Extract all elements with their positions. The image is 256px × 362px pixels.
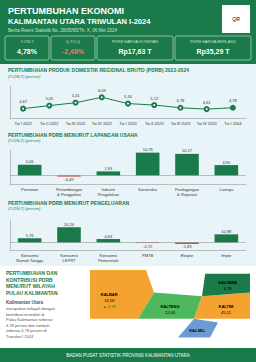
svg-text:PERTUMBUHAN DAN: PERTUMBUHAN DAN xyxy=(6,270,58,276)
svg-text:Lainnya: Lainnya xyxy=(219,187,234,192)
svg-text:Tw III 2023: Tw III 2023 xyxy=(171,121,191,126)
svg-text:sebesar 4,78 persen di: sebesar 4,78 persen di xyxy=(6,328,47,333)
svg-text:PULAU KALIMANTAN: PULAU KALIMANTAN xyxy=(6,290,58,296)
svg-text:Rp35,29 T: Rp35,29 T xyxy=(196,48,230,56)
svg-text:PMTB: PMTB xyxy=(142,253,153,258)
svg-text:kontribusi terendah di: kontribusi terendah di xyxy=(6,312,44,317)
svg-text:Impor: Impor xyxy=(221,253,232,258)
svg-text:LKPRT: LKPRT xyxy=(63,258,76,263)
svg-text:Tw II 2023: Tw II 2023 xyxy=(145,121,164,126)
svg-text:Industri: Industri xyxy=(101,187,115,192)
svg-text:Perdagangan: Perdagangan xyxy=(175,187,199,192)
svg-text:PDRB HARGA BERLAKU: PDRB HARGA BERLAKU xyxy=(190,39,236,44)
svg-text:10,76: 10,76 xyxy=(143,147,154,152)
svg-text:Tw I 2024: Tw I 2024 xyxy=(224,121,242,126)
svg-text:4,78: 4,78 xyxy=(177,98,186,103)
svg-text:KALSEL: KALSEL xyxy=(189,328,206,333)
svg-text:Ekspor: Ekspor xyxy=(181,253,194,258)
svg-text:PERTUMBUHAN EKONOMI: PERTUMBUHAN EKONOMI xyxy=(8,6,124,16)
svg-text:Konsumsi: Konsumsi xyxy=(99,253,118,258)
svg-text:KALTENG: KALTENG xyxy=(160,304,179,309)
svg-text:Triwulan I 2024: Triwulan I 2024 xyxy=(6,334,34,339)
svg-text:KALBAR: KALBAR xyxy=(101,292,118,297)
svg-text:▲ 4,98: ▲ 4,98 xyxy=(103,304,117,309)
svg-text:PERTUMBUHAN PRODUK DOMESTIK RE: PERTUMBUHAN PRODUK DOMESTIK REGIONAL BRU… xyxy=(8,67,189,73)
svg-text:4,61: 4,61 xyxy=(203,100,212,105)
svg-text:4,78 persen dan tumbuh: 4,78 persen dan tumbuh xyxy=(6,323,49,328)
svg-text:KALIMANTAN UTARA TRIWULAN I-20: KALIMANTAN UTARA TRIWULAN I-2024 xyxy=(8,17,151,26)
svg-text:Tw I 2023: Tw I 2023 xyxy=(119,121,137,126)
svg-text:PERTUMBUHAN PDRB MENURUT PENGE: PERTUMBUHAN PDRB MENURUT PENGELUARAN xyxy=(8,200,130,207)
svg-text:KALTIM: KALTIM xyxy=(219,304,234,309)
svg-text:16,58: 16,58 xyxy=(104,298,115,303)
svg-text:Pertanian: Pertanian xyxy=(21,187,38,192)
svg-text:4,78%: 4,78% xyxy=(17,48,38,56)
svg-text:Pulau Kalimantan sebesar: Pulau Kalimantan sebesar xyxy=(6,317,53,322)
svg-text:4,63: 4,63 xyxy=(104,234,113,239)
svg-text:Y-ON-Y: Y-ON-Y xyxy=(20,39,34,44)
svg-text:10,88: 10,88 xyxy=(221,229,232,234)
svg-text:-0,72: -0,72 xyxy=(143,244,153,249)
svg-text:KONTRIBUSI PDRB: KONTRIBUSI PDRB xyxy=(6,277,53,283)
svg-text:4,90: 4,90 xyxy=(222,160,231,165)
svg-text:Tw IV 2022: Tw IV 2022 xyxy=(92,121,113,126)
svg-text:-2,48%: -2,48% xyxy=(62,48,85,56)
svg-text:Tw II 2022: Tw II 2022 xyxy=(40,121,59,126)
svg-text:Rp17,63 T: Rp17,63 T xyxy=(118,48,152,56)
svg-text:5,30: 5,30 xyxy=(124,94,133,99)
svg-text:-1,83: -1,83 xyxy=(182,244,192,249)
svg-text:6,09: 6,09 xyxy=(98,88,107,93)
svg-text:4,67: 4,67 xyxy=(19,99,28,104)
svg-text:PDRB HARGA KONSTAN: PDRB HARGA KONSTAN xyxy=(112,39,158,44)
svg-text:Pengolahan: Pengolahan xyxy=(98,192,119,197)
svg-text:Pemerintah: Pemerintah xyxy=(98,258,118,263)
svg-text:Pertambangan: Pertambangan xyxy=(55,187,83,192)
svg-text:-0,49: -0,49 xyxy=(64,177,74,182)
svg-text:Q-TO-Q: Q-TO-Q xyxy=(66,39,80,44)
svg-text:BADAN PUSAT STATISTIK PROVINSI: BADAN PUSAT STATISTIK PROVINSI KALIMANTA… xyxy=(66,353,189,358)
svg-text:PERTUMBUHAN PDRB MENURUT LAPAN: PERTUMBUHAN PDRB MENURUT LAPANGAN USAHA xyxy=(8,132,138,139)
svg-text:5,76: 5,76 xyxy=(26,233,35,238)
svg-text:Rumah Tangga: Rumah Tangga xyxy=(16,258,44,263)
svg-text:(Y-ON-Y) (persen): (Y-ON-Y) (persen) xyxy=(8,138,41,143)
svg-text:Konstruksi: Konstruksi xyxy=(138,187,157,192)
svg-text:5,05: 5,05 xyxy=(45,96,54,101)
svg-text:45,12: 45,12 xyxy=(221,310,232,315)
svg-text:Kalimantan Utara: Kalimantan Utara xyxy=(6,300,44,305)
svg-text:20,24: 20,24 xyxy=(64,222,75,227)
svg-text:KALTARA: KALTARA xyxy=(218,280,237,285)
svg-text:5,41: 5,41 xyxy=(72,93,81,98)
svg-text:5,06: 5,06 xyxy=(26,159,35,164)
svg-text:MENURUT WILAYAH: MENURUT WILAYAH xyxy=(6,283,55,289)
svg-text:4,78: 4,78 xyxy=(229,98,238,103)
svg-text:5,12: 5,12 xyxy=(150,96,159,101)
svg-text:1,93: 1,93 xyxy=(104,166,113,171)
svg-text:4,78: 4,78 xyxy=(224,286,233,291)
svg-text:Tw III 2022: Tw III 2022 xyxy=(66,121,86,126)
svg-text:10,17: 10,17 xyxy=(182,148,193,153)
svg-text:Konsumsi: Konsumsi xyxy=(60,253,78,258)
svg-text:Tw IV 2023: Tw IV 2023 xyxy=(197,121,218,126)
svg-text:Konsumsi: Konsumsi xyxy=(20,253,39,258)
svg-text:merupakan wilayah dengan: merupakan wilayah dengan xyxy=(6,306,55,311)
svg-text:& Penggalian: & Penggalian xyxy=(57,192,81,197)
svg-text:(Y-ON-Y) (persen): (Y-ON-Y) (persen) xyxy=(8,74,41,79)
svg-text:12,08: 12,08 xyxy=(165,310,176,315)
svg-text:Tw I 2022: Tw I 2022 xyxy=(14,121,32,126)
svg-text:QR: QR xyxy=(232,16,240,22)
svg-text:Berita Resmi Statistik No. 28/: Berita Resmi Statistik No. 28/05/65/Th. … xyxy=(8,28,118,33)
svg-text:(Y-ON-Y) (persen): (Y-ON-Y) (persen) xyxy=(8,206,41,211)
svg-text:& Reparasi: & Reparasi xyxy=(177,192,197,197)
